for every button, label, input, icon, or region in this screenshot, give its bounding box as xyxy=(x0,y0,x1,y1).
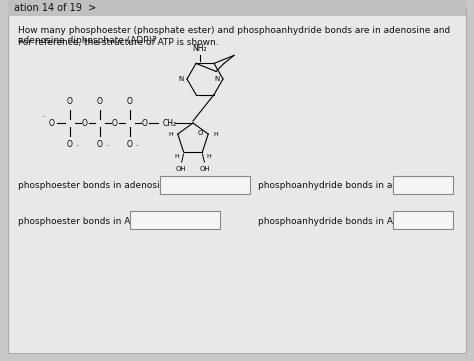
Text: O: O xyxy=(112,118,118,127)
Text: O: O xyxy=(67,97,73,106)
Text: O: O xyxy=(142,118,148,127)
Text: N: N xyxy=(215,76,220,82)
Text: O: O xyxy=(82,118,88,127)
Text: phosphoanhydride bonds in ADP:: phosphoanhydride bonds in ADP: xyxy=(258,217,408,226)
Text: O: O xyxy=(49,118,55,127)
Bar xyxy=(130,211,220,229)
Text: NH₂: NH₂ xyxy=(193,44,207,53)
Text: For reference, the structure of ATP is shown.: For reference, the structure of ATP is s… xyxy=(18,38,219,47)
Text: ation 14 of 19  >: ation 14 of 19 > xyxy=(14,3,96,13)
Text: How many phosphoester (phosphate ester) and phosphoanhydride bonds are in adenos: How many phosphoester (phosphate ester) … xyxy=(18,26,450,45)
Text: H: H xyxy=(213,131,218,136)
Text: OH: OH xyxy=(200,166,211,172)
Bar xyxy=(8,0,466,16)
Text: H: H xyxy=(168,131,173,136)
Text: ⁻: ⁻ xyxy=(43,117,46,122)
Text: phosphoester bonds in ADP:: phosphoester bonds in ADP: xyxy=(18,217,146,226)
Text: H: H xyxy=(206,154,211,159)
Text: CH₂: CH₂ xyxy=(163,118,177,127)
Bar xyxy=(160,176,250,194)
Text: phosphoester bonds in adenosine:: phosphoester bonds in adenosine: xyxy=(18,182,174,191)
Text: H: H xyxy=(175,154,180,159)
Text: ⁻: ⁻ xyxy=(106,145,109,150)
Text: O: O xyxy=(127,140,133,149)
Text: O: O xyxy=(197,130,203,136)
Bar xyxy=(393,211,453,229)
Text: ⁻: ⁻ xyxy=(136,145,139,150)
Text: ⁻: ⁻ xyxy=(76,145,79,150)
Text: OH: OH xyxy=(175,166,186,172)
Text: O: O xyxy=(97,97,103,106)
Text: O: O xyxy=(67,140,73,149)
Bar xyxy=(393,176,453,194)
Text: O: O xyxy=(127,97,133,106)
Text: N: N xyxy=(179,76,184,82)
Text: O: O xyxy=(97,140,103,149)
Text: phosphoanhydride bonds in adenosine:: phosphoanhydride bonds in adenosine: xyxy=(258,182,437,191)
